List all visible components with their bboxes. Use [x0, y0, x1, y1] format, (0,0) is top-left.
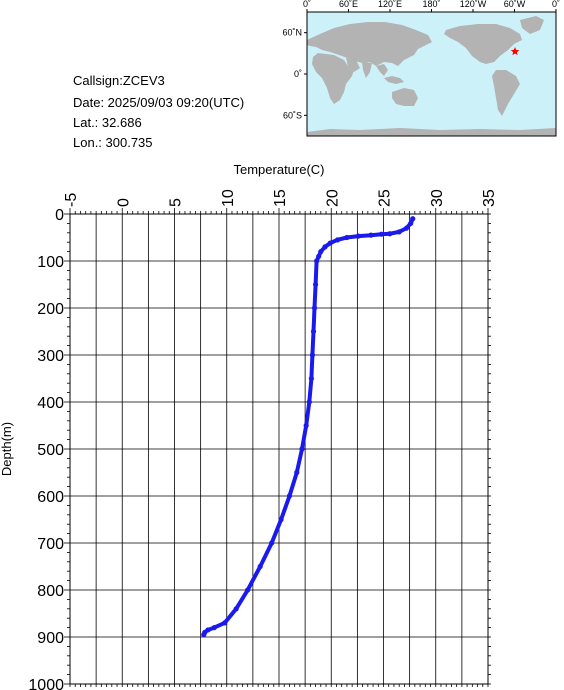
data-point	[257, 563, 263, 570]
x-axis-title: Temperature(C)	[233, 162, 324, 177]
data-point	[245, 587, 251, 593]
land-eurasia	[307, 22, 432, 66]
data-point	[403, 225, 410, 231]
data-point	[355, 233, 362, 239]
chart-grid	[69, 213, 489, 685]
map-lon-label: 120˚W	[460, 0, 487, 9]
land-se-asia	[376, 64, 388, 76]
data-point	[299, 446, 305, 452]
land-south-america	[492, 70, 520, 116]
temperature-series	[201, 216, 416, 638]
x-tick-label: 35	[481, 189, 498, 207]
data-point	[201, 632, 207, 638]
data-point	[222, 620, 228, 626]
land-arabia	[346, 58, 360, 72]
x-tick-labels: -5 0 5 10 15 20 25 30 35	[63, 189, 498, 207]
map-lon-label: 60˚E	[339, 0, 358, 9]
x-tick-label: 0	[115, 198, 132, 207]
map-labels: 0˚ 60˚E 120˚E 180˚ 120˚W 60˚W 0˚ 60˚N 0˚ 60˚S	[282, 0, 560, 120]
axis-ticks	[64, 208, 491, 687]
map-lon-label: 180˚	[422, 0, 440, 9]
data-point	[310, 328, 317, 335]
data-point	[278, 516, 284, 523]
star-icon	[510, 46, 520, 56]
data-point	[308, 375, 314, 382]
map-lat-label: 0˚	[294, 69, 302, 79]
data-point	[408, 220, 414, 226]
map-lon-label: 0˚	[303, 0, 311, 9]
map-lon-label: 0˚	[552, 0, 560, 9]
data-point	[327, 240, 333, 246]
land-north-america	[444, 24, 522, 64]
land-india	[362, 62, 372, 78]
land-greenland	[520, 16, 544, 34]
callsign-label: Callsign:ZCEV3	[73, 73, 165, 88]
data-point	[322, 244, 328, 250]
data-point	[396, 229, 402, 235]
map-lat-label: 60˚N	[282, 28, 302, 38]
land-africa	[312, 53, 354, 104]
map-land	[307, 16, 556, 136]
profile-chart: -5 0 5 10 15 20 25 30 35 01002003004005006007008…	[0, 162, 498, 690]
land-antarctica	[307, 128, 556, 136]
data-point	[294, 469, 300, 476]
land-islands	[384, 76, 404, 84]
map-lon-label: 60˚W	[504, 0, 526, 9]
longitude-label: Lon.: 300.735	[73, 135, 153, 150]
x-tick-label: 30	[429, 189, 446, 207]
data-point	[368, 232, 374, 238]
data-point	[286, 493, 293, 499]
y-tick-label: 400	[37, 395, 64, 412]
x-tick-label: 20	[324, 189, 341, 207]
x-tick-label: 10	[220, 189, 237, 207]
x-tick-label: 5	[168, 198, 185, 207]
y-axis-title: Depth(m)	[0, 422, 14, 476]
y-tick-label: 0	[55, 207, 64, 224]
data-point	[378, 231, 385, 237]
data-point	[211, 625, 217, 631]
data-point	[387, 231, 393, 237]
data-point	[314, 258, 320, 264]
y-tick-label: 1000	[28, 677, 64, 690]
y-tick-label: 800	[37, 583, 64, 600]
y-tick-labels: 0 100 200 300 400 500 600 700 800 900 1000	[28, 207, 64, 690]
x-tick-label: 15	[272, 189, 289, 207]
data-point	[311, 305, 318, 311]
map-ticks	[304, 9, 557, 116]
y-tick-label: 500	[37, 442, 64, 459]
data-point	[344, 234, 350, 241]
x-tick-label: 25	[377, 189, 394, 207]
map-lon-label: 120˚E	[378, 0, 402, 9]
map-lat-label: 60˚S	[283, 110, 302, 120]
data-point	[318, 249, 324, 255]
date-label: Date: 2025/09/03 09:20(UTC)	[73, 95, 245, 110]
land-australia	[392, 88, 418, 106]
y-tick-label: 600	[37, 489, 64, 506]
y-tick-label: 300	[37, 348, 64, 365]
y-tick-label: 900	[37, 630, 64, 647]
data-point	[269, 540, 275, 546]
world-map: 0˚ 60˚E 120˚E 180˚ 120˚W 60˚W 0˚ 60˚N 0˚ 60˚S	[282, 0, 560, 137]
data-point	[410, 216, 416, 222]
data-point	[312, 281, 319, 288]
data-point	[306, 399, 312, 405]
y-tick-label: 200	[37, 301, 64, 318]
data-point	[316, 253, 322, 259]
x-tick-label: -5	[63, 193, 80, 207]
data-point	[303, 422, 309, 429]
y-tick-label: 100	[37, 254, 64, 271]
data-point	[309, 352, 316, 358]
y-tick-label: 700	[37, 536, 64, 553]
data-point	[334, 237, 341, 243]
data-point	[233, 606, 239, 612]
latitude-label: Lat.: 32.686	[73, 115, 142, 130]
